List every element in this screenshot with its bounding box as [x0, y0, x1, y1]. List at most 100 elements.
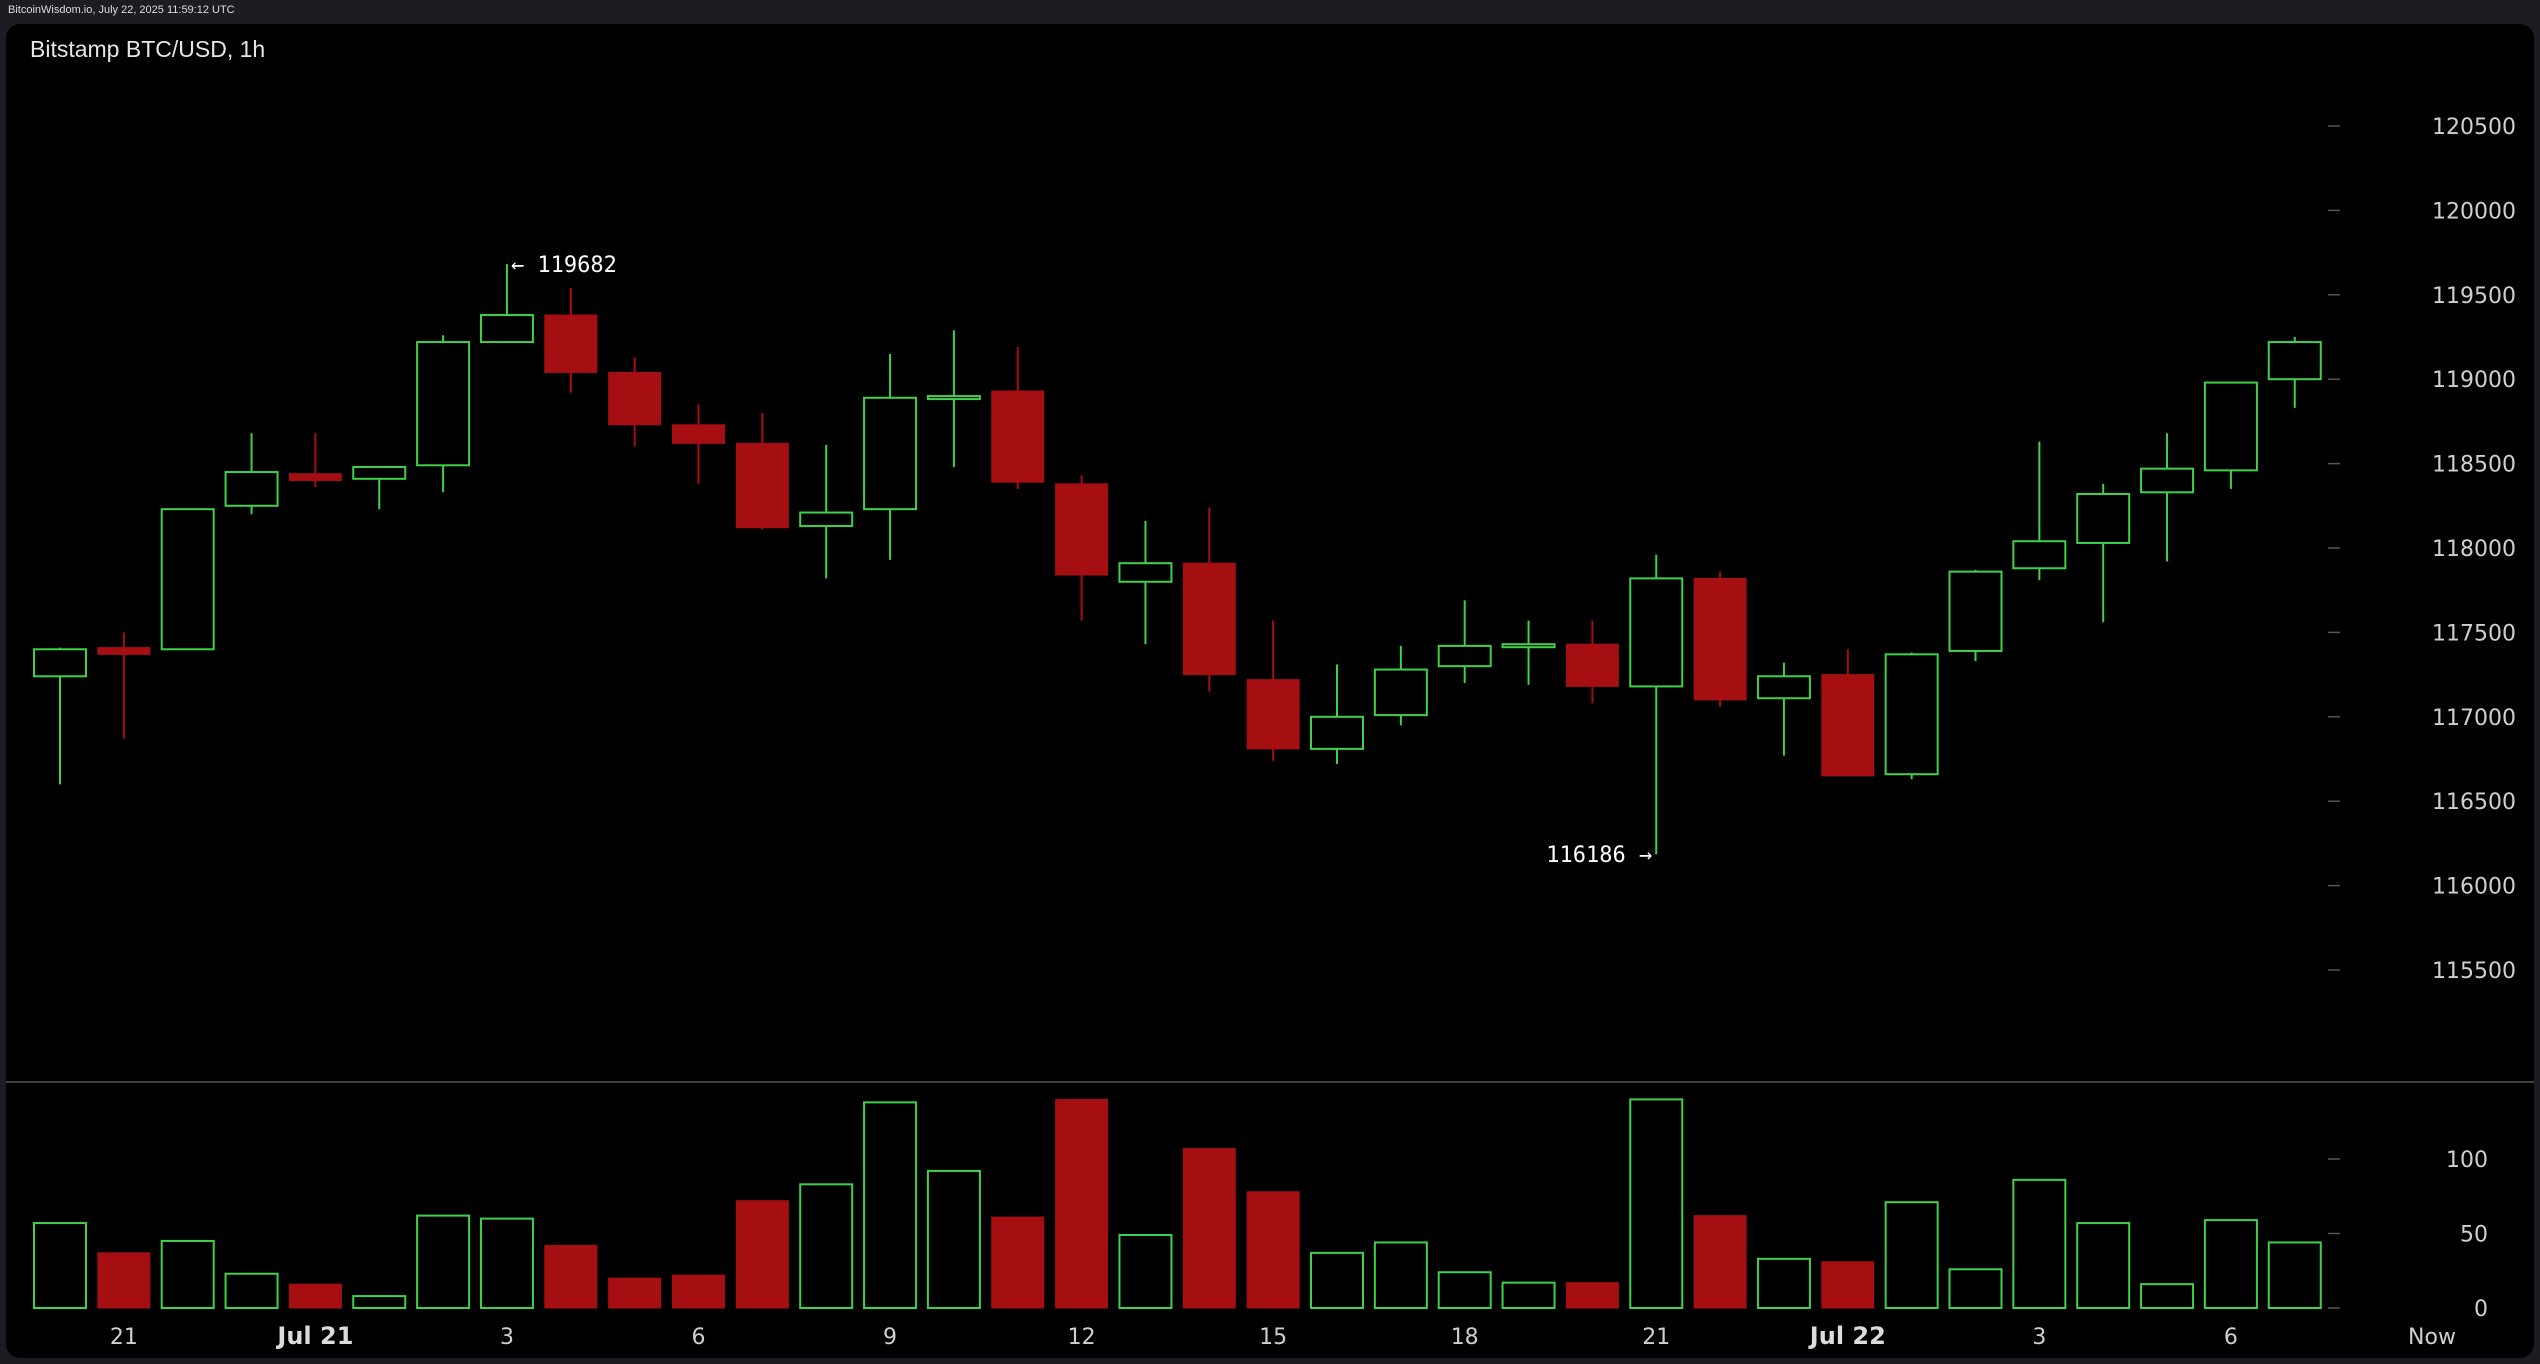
- candle-down: [97, 632, 151, 739]
- volume-bar: [2076, 1222, 2131, 1309]
- candle-body: [352, 465, 407, 480]
- volume-bar: [1948, 1268, 2003, 1310]
- candle-body: [97, 647, 151, 655]
- candle-down: [1055, 475, 1109, 621]
- candle-body: [224, 471, 279, 507]
- candle-body: [799, 511, 854, 528]
- volume-bar: [1821, 1261, 1875, 1309]
- candle-down: [544, 288, 598, 393]
- candle-up: [2012, 441, 2067, 581]
- time-label: 3: [2032, 1325, 2046, 1350]
- time-label: 9: [883, 1325, 897, 1350]
- candle-up: [479, 264, 534, 344]
- candle-down: [1246, 620, 1300, 761]
- candle-up: [2140, 433, 2195, 562]
- candle-up: [1884, 652, 1939, 780]
- candle-body: [1629, 577, 1684, 688]
- price-tick-label: 117000: [2432, 706, 2516, 731]
- volume-bar: [1246, 1191, 1300, 1309]
- candle-up: [863, 353, 918, 560]
- price-axis: 120500 120000 119500 119000 118500 118000 1175…: [2328, 115, 2516, 984]
- volume-bar: [224, 1272, 279, 1309]
- price-tick-label: 116000: [2432, 875, 2516, 900]
- volume-bar: [926, 1169, 981, 1310]
- volume-bar: [863, 1101, 918, 1309]
- candle-body: [2267, 341, 2322, 381]
- candle-up: [1437, 600, 1492, 684]
- candle-body: [1565, 643, 1619, 687]
- volume-bar: [1693, 1215, 1747, 1309]
- candle-body: [1055, 483, 1109, 576]
- volume-bar: [416, 1214, 471, 1309]
- candle-down: [991, 347, 1045, 489]
- candle-body: [2012, 540, 2067, 570]
- candle-body: [1182, 562, 1236, 676]
- volume-bar: [735, 1200, 789, 1309]
- candle-up: [2203, 381, 2258, 489]
- volume-bar: [1118, 1233, 1173, 1309]
- candle-up: [160, 508, 215, 651]
- candle-up: [2267, 337, 2322, 408]
- candle-body: [2140, 467, 2195, 494]
- candle-body: [1437, 644, 1492, 668]
- candle-up: [1756, 662, 1811, 756]
- time-label: Jul 22: [1808, 1322, 1886, 1350]
- candle-body: [1310, 715, 1364, 750]
- volume-bar: [1055, 1098, 1109, 1309]
- candle-down: [1693, 571, 1747, 707]
- candlestick-chart[interactable]: 120500 120000 119500 119000 118500 118000 1175…: [6, 24, 2534, 1358]
- volume-bar: [799, 1183, 854, 1309]
- volume-bar: [288, 1283, 342, 1309]
- price-tick-label: 120000: [2432, 199, 2516, 224]
- candle-up: [352, 465, 407, 510]
- volume-bar: [2203, 1219, 2258, 1309]
- candle-body: [672, 424, 725, 444]
- candle-body: [991, 390, 1045, 483]
- candle-body: [1948, 570, 2003, 652]
- volume-bar: [160, 1239, 215, 1309]
- candle-up: [1118, 520, 1173, 645]
- volume-bar: [479, 1217, 534, 1309]
- candle-body: [863, 396, 918, 511]
- candle-body: [479, 314, 534, 344]
- volume-axis: 100 50 0: [2328, 1148, 2488, 1322]
- candle-up: [224, 433, 279, 515]
- candle-body: [160, 508, 215, 651]
- volume-bar: [1373, 1241, 1428, 1309]
- candle-body: [2203, 381, 2258, 472]
- price-tick-label: 118000: [2432, 537, 2516, 562]
- candles: [33, 264, 2322, 855]
- time-label: 3: [500, 1325, 514, 1350]
- candle-up: [799, 445, 854, 579]
- time-label: 21: [1642, 1325, 1670, 1350]
- volume-bars: [33, 1098, 2322, 1310]
- candle-down: [672, 404, 725, 484]
- volume-bar: [1501, 1281, 1556, 1310]
- time-axis: 21 Jul 21 3 6 9 12 15 18 21 Jul 22 3 6 Now: [110, 1322, 2456, 1350]
- candle-body: [288, 473, 342, 481]
- candle-up: [416, 335, 471, 493]
- time-label: 18: [1451, 1325, 1479, 1350]
- chart-panel: Bitstamp BTC/USD, 1h 120500 120000 119500 1…: [6, 24, 2534, 1358]
- candle-body: [1884, 653, 1939, 776]
- time-label: Now: [2408, 1325, 2456, 1350]
- candle-up: [1501, 620, 1556, 685]
- price-tick-label: 115500: [2432, 959, 2516, 984]
- volume-bar: [2012, 1178, 2067, 1309]
- candle-body: [1501, 643, 1556, 649]
- candle-down: [1821, 649, 1875, 777]
- time-label: 12: [1068, 1325, 1096, 1350]
- high-annotation: ← 119682: [511, 253, 617, 278]
- volume-bar: [1565, 1282, 1619, 1309]
- price-tick-label: 119000: [2432, 368, 2516, 393]
- time-label: 21: [110, 1325, 138, 1350]
- candle-down: [1182, 507, 1236, 692]
- candle-up: [1629, 554, 1684, 855]
- candle-down: [608, 357, 662, 447]
- low-annotation: 116186 →: [1546, 843, 1652, 868]
- candle-up: [926, 330, 981, 467]
- candle-body: [735, 442, 789, 529]
- candle-up: [33, 647, 87, 785]
- candle-body: [926, 395, 981, 401]
- volume-bar: [97, 1252, 151, 1309]
